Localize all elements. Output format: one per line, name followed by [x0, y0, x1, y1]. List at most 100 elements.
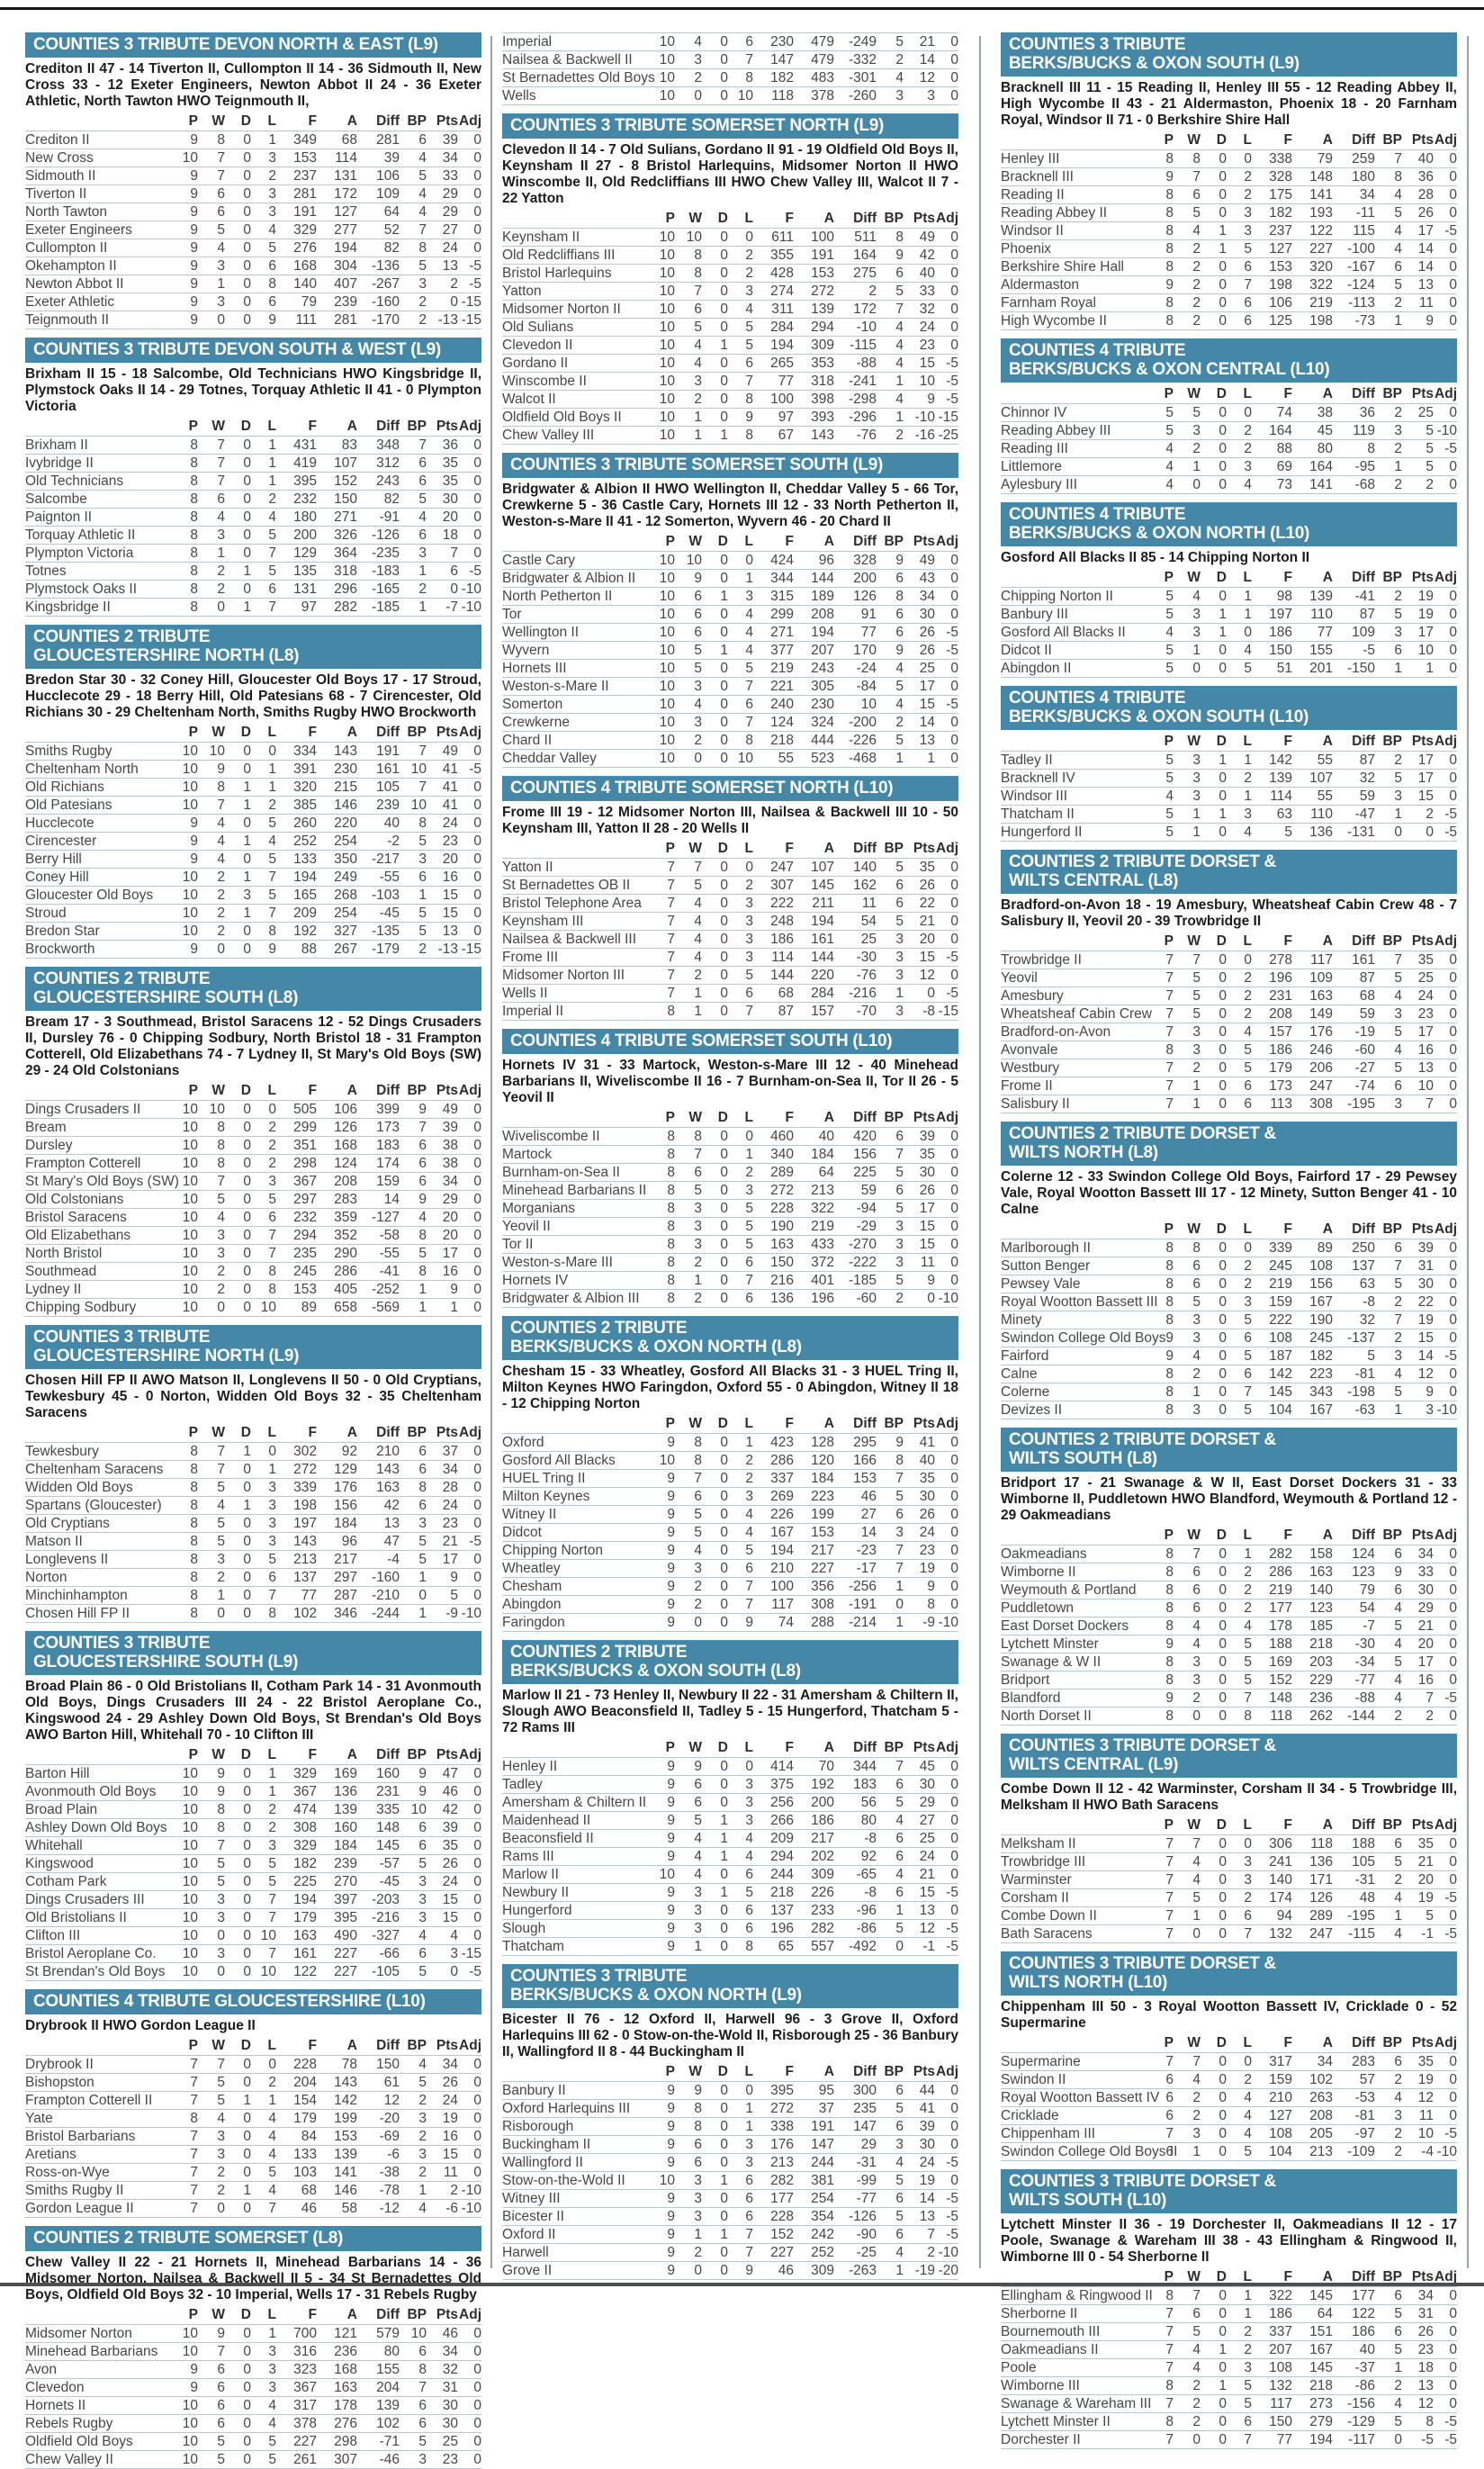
- stat-cell: 168: [293, 257, 317, 274]
- stat-cell: 2: [1244, 1563, 1252, 1580]
- page-bottom-rule: [0, 2283, 1484, 2286]
- team-name-cell: Midsomer Norton III: [502, 967, 625, 983]
- stat-cell: 17: [919, 1200, 935, 1216]
- stat-cell: 21: [1417, 1853, 1434, 1870]
- stat-cell: 5: [1165, 770, 1174, 786]
- stat-cell: 37: [442, 1443, 458, 1459]
- header-cell: F: [308, 1425, 317, 1440]
- header-cell: Adj: [936, 211, 958, 226]
- team-name-cell: Reading Abbey III: [1001, 422, 1111, 438]
- stat-cell: 87: [1359, 969, 1375, 986]
- standings-header-row: P W D L F A Diff BP Pts Adj: [1001, 385, 1457, 403]
- stat-cell: -38: [379, 2164, 400, 2180]
- stat-cell: 0: [243, 851, 251, 867]
- stat-cell: 9: [268, 311, 276, 328]
- stat-cell: 0: [243, 455, 251, 471]
- stat-cell: 5: [895, 913, 904, 929]
- stat-cell: 7: [268, 1227, 276, 1243]
- team-name-cell: Frome III: [502, 949, 559, 965]
- stat-cell: 9: [418, 1783, 427, 1799]
- stat-cell: 3: [895, 949, 904, 965]
- stat-cell: 2: [895, 51, 904, 68]
- stat-cell: 45: [1317, 422, 1333, 438]
- stat-cell: 117: [771, 1596, 794, 1612]
- stat-cell: 308: [293, 1819, 317, 1835]
- stat-cell: 0: [1449, 2071, 1457, 2087]
- team-name-cell: Thatcham: [502, 1938, 564, 1954]
- stat-cell: 8: [268, 1605, 276, 1621]
- team-row: Dorchester II 7 0 0 7 77 194 -117 0 -5 -5: [1001, 2430, 1457, 2449]
- header-cell: D: [717, 2064, 728, 2079]
- stat-cell: 1: [1192, 642, 1201, 658]
- stat-cell: 6: [895, 570, 904, 586]
- header-cell: P: [665, 2064, 675, 2079]
- stat-cell: 183: [376, 1137, 400, 1153]
- stat-cell: 8: [694, 1128, 702, 1144]
- stat-cell: 5: [268, 527, 276, 543]
- stat-cell: 8: [190, 1569, 198, 1585]
- header-cell: BP: [1382, 570, 1402, 585]
- league-title-line: BERKS/BUCKS & OXON NORTH (L9): [510, 1986, 802, 2005]
- header-cell: W: [1187, 933, 1201, 949]
- stat-cell: -6: [445, 2200, 458, 2216]
- stat-cell: 3: [268, 1479, 276, 1495]
- stat-cell: 194: [770, 337, 794, 353]
- stat-cell: 2: [1244, 987, 1252, 1004]
- stat-cell: 6: [745, 355, 753, 371]
- header-cell: Adj: [936, 534, 958, 549]
- header-cell: P: [188, 113, 198, 129]
- team-row: Castle Cary 10 10 0 0 424 96 328 9 49 0: [502, 551, 958, 569]
- stat-cell: 8: [927, 1596, 935, 1612]
- stat-cell: 148: [1309, 168, 1333, 185]
- stat-cell: 3: [694, 1902, 702, 1918]
- stat-cell: 7: [667, 859, 675, 875]
- stat-cell: 191: [811, 247, 834, 263]
- stat-cell: 3: [895, 1254, 904, 1270]
- stat-cell: 226: [811, 1884, 834, 1900]
- header-cell: L: [1243, 2269, 1252, 2284]
- stat-cell: 0: [473, 131, 481, 148]
- stat-cell: 1: [1219, 240, 1227, 257]
- league-table-block: COUNTIES 4 TRIBUTE BERKS/BUCKS & OXON NOR…: [1001, 502, 1457, 678]
- stat-cell: 0: [950, 570, 958, 586]
- team-name-cell: Didcot: [502, 1524, 542, 1540]
- header-cell: Pts: [436, 1083, 458, 1098]
- stat-cell: 20: [919, 931, 935, 947]
- header-cell: Pts: [913, 211, 935, 226]
- team-row: Keynsham III 7 4 0 3 248 194 54 5 21 0: [502, 912, 958, 930]
- header-cell: W: [688, 2064, 702, 2079]
- team-name-cell: Abingdon: [502, 1596, 562, 1612]
- stat-cell: 3: [895, 87, 904, 104]
- stat-cell: 0: [950, 2082, 958, 2098]
- stat-cell: 0: [1219, 312, 1227, 329]
- team-name-cell: Ashley Down Old Boys: [25, 1819, 167, 1835]
- stat-cell: 9: [450, 1281, 458, 1297]
- stat-cell: 1: [1394, 2359, 1402, 2375]
- stat-cell: 0: [950, 895, 958, 911]
- stat-cell: 324: [811, 714, 834, 730]
- stat-cell: -5: [1444, 2413, 1457, 2429]
- stat-cell: 6: [1165, 2089, 1174, 2105]
- stat-cell: 0: [950, 877, 958, 893]
- stat-cell: 227: [334, 1963, 357, 1979]
- stat-cell: 0: [243, 203, 251, 220]
- team-row: Wellington II 10 6 0 4 271 194 77 6 26 -5: [502, 623, 958, 641]
- stat-cell: 0: [1244, 951, 1252, 968]
- team-name-cell: Yate: [25, 2110, 53, 2126]
- stat-cell: 43: [919, 570, 935, 586]
- stat-cell: 164: [1309, 458, 1333, 474]
- stat-cell: 207: [1269, 2341, 1292, 2357]
- stat-cell: 4: [694, 1542, 702, 1558]
- stat-cell: 6: [694, 1776, 702, 1792]
- stat-cell: 3: [694, 2172, 702, 2188]
- stat-cell: 0: [243, 1209, 251, 1225]
- stat-cell: 8: [1165, 1365, 1174, 1382]
- stat-cell: 5: [745, 1542, 753, 1558]
- team-row: Newton Abbot II 9 1 0 8 140 407 -267 3 2 -5: [25, 275, 481, 293]
- stat-cell: 0: [1449, 1545, 1457, 1562]
- stat-cell: 0: [243, 743, 251, 759]
- stat-cell: 77: [301, 1587, 317, 1603]
- standings-header-row: P W D L F A Diff BP Pts Adj: [502, 210, 958, 228]
- stat-cell: 6: [217, 2361, 225, 2377]
- stat-cell: 278: [1269, 951, 1292, 968]
